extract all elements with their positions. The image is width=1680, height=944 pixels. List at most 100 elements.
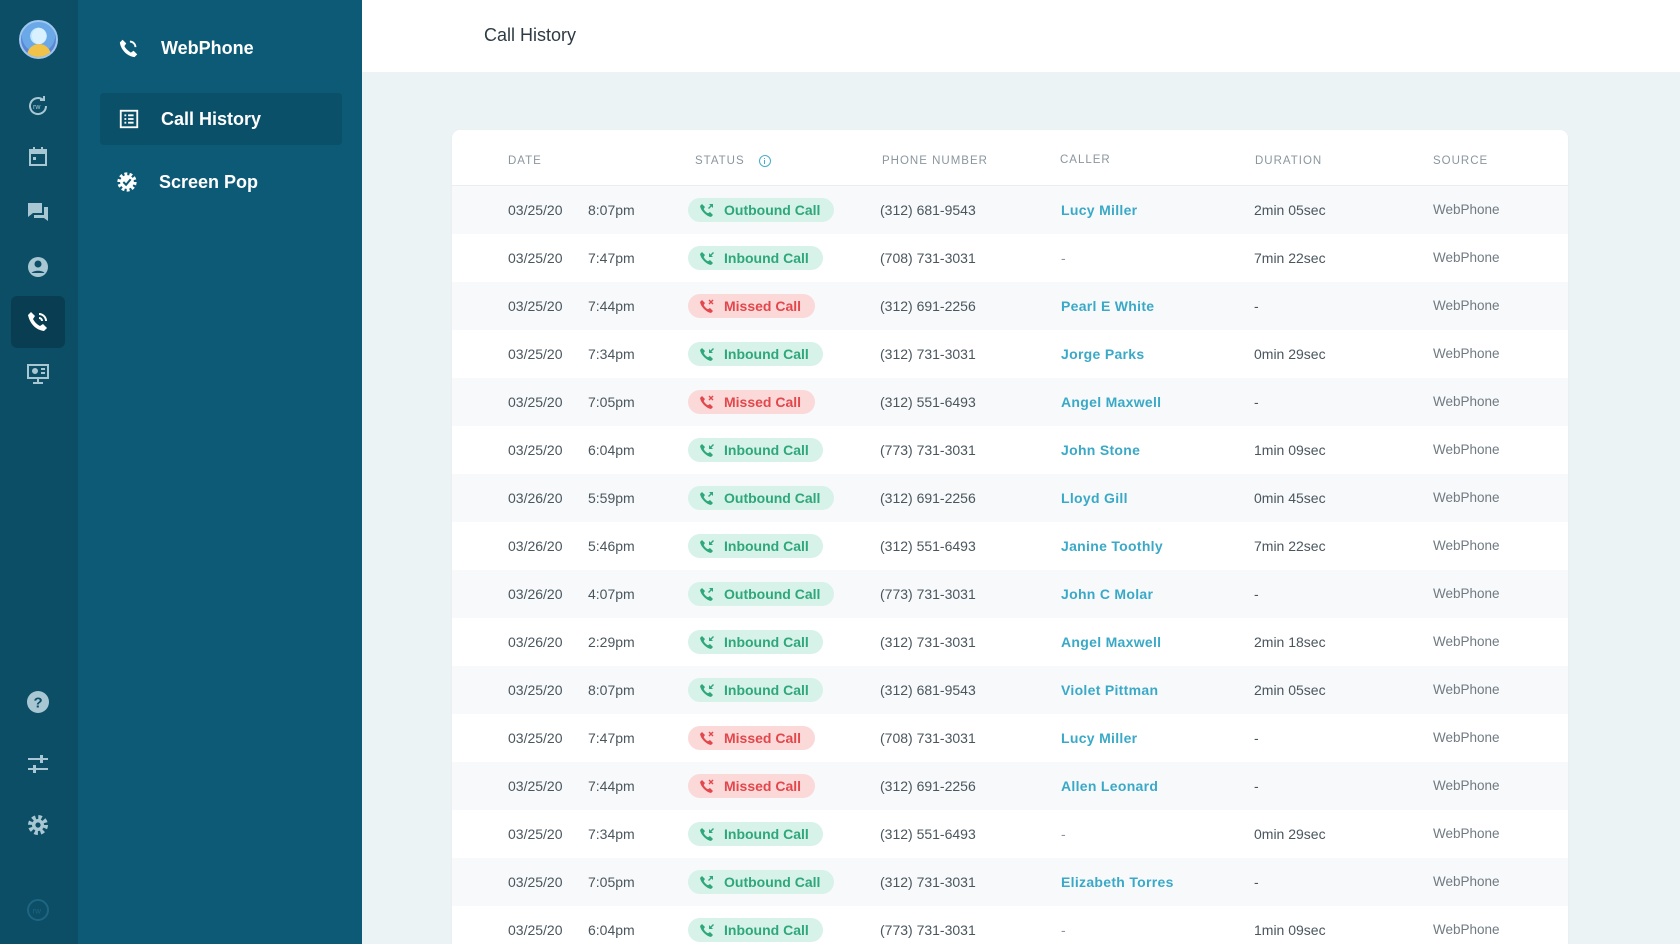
table-row[interactable]: 03/26/20 5:46pm Inbound Call (312) 551-6493… (452, 522, 1568, 570)
caller-link[interactable]: Jorge Parks (1061, 346, 1145, 362)
phone-number[interactable]: (312) 691-2256 (880, 298, 976, 314)
phone-number[interactable]: (312) 731-3031 (880, 346, 976, 362)
phone-number[interactable]: (312) 681-9543 (880, 202, 976, 218)
column-header-source[interactable]: SOURCE (1433, 155, 1489, 167)
table-row[interactable]: 03/25/20 7:05pm Missed Call (312) 551-6493 A… (452, 378, 1568, 426)
call-duration: 7min 22sec (1254, 538, 1326, 554)
svg-text:rw: rw (33, 104, 41, 111)
caller-link[interactable]: Elizabeth Torres (1061, 874, 1174, 890)
status-badge: Inbound Call (688, 342, 823, 366)
inbound-call-icon (700, 443, 724, 457)
caller-link[interactable]: Allen Leonard (1061, 778, 1159, 794)
refresh-rw-icon[interactable]: rw (11, 80, 65, 132)
chat-icon[interactable] (11, 186, 65, 238)
table-row[interactable]: 03/25/20 8:07pm Inbound Call (312) 681-9543… (452, 666, 1568, 714)
call-source: WebPhone (1433, 394, 1500, 409)
table-row[interactable]: 03/25/20 7:47pm Missed Call (708) 731-3031 L… (452, 714, 1568, 762)
info-icon[interactable] (758, 155, 771, 167)
phone-number[interactable]: (312) 691-2256 (880, 778, 976, 794)
call-duration: - (1254, 730, 1259, 746)
table-row[interactable]: 03/25/20 6:04pm Inbound Call (773) 731-3031… (452, 426, 1568, 474)
call-time: 7:34pm (588, 346, 635, 362)
call-duration: 7min 22sec (1254, 250, 1326, 266)
subnav-item-webphone[interactable]: WebPhone (100, 22, 342, 74)
subnav-item-call-history[interactable]: Call History (100, 93, 342, 145)
list-icon (117, 107, 141, 131)
table-row[interactable]: 03/26/20 2:29pm Inbound Call (312) 731-3031… (452, 618, 1568, 666)
status-badge: Outbound Call (688, 198, 835, 222)
phone-number[interactable]: (312) 551-6493 (880, 826, 976, 842)
phone-number[interactable]: (312) 681-9543 (880, 682, 976, 698)
column-header-phone[interactable]: PHONE NUMBER (882, 155, 988, 167)
call-time: 5:46pm (588, 538, 635, 554)
phone-number[interactable]: (312) 731-3031 (880, 634, 976, 650)
phone-number[interactable]: (708) 731-3031 (880, 250, 976, 266)
table-row[interactable]: 03/25/20 7:34pm Inbound Call (312) 731-3031… (452, 330, 1568, 378)
column-header-date[interactable]: DATE (508, 155, 542, 167)
table-row[interactable]: 03/26/20 4:07pm Outbound Call (773) 731-303… (452, 570, 1568, 618)
column-header-duration[interactable]: DURATION (1255, 155, 1323, 167)
call-time: 7:34pm (588, 826, 635, 842)
sliders-icon[interactable] (11, 738, 65, 790)
user-icon[interactable] (11, 241, 65, 293)
call-date: 03/25/20 (508, 298, 563, 314)
caller-link[interactable]: Lloyd Gill (1061, 490, 1128, 506)
table-row[interactable]: 03/25/20 7:05pm Outbound Call (312) 731-303… (452, 858, 1568, 906)
call-time: 7:44pm (588, 298, 635, 314)
phone-number[interactable]: (312) 731-3031 (880, 874, 976, 890)
avatar[interactable] (19, 20, 58, 59)
phone-number[interactable]: (773) 731-3031 (880, 442, 976, 458)
inbound-call-icon (700, 683, 724, 697)
status-label: Inbound Call (724, 922, 809, 938)
caller-link[interactable]: - (1061, 922, 1066, 938)
table-row[interactable]: 03/25/20 7:44pm Missed Call (312) 691-2256 A… (452, 762, 1568, 810)
phone-number[interactable]: (312) 551-6493 (880, 538, 976, 554)
status-label: Inbound Call (724, 682, 809, 698)
call-date: 03/25/20 (508, 778, 563, 794)
column-header-status[interactable]: STATUS (695, 155, 771, 167)
table-row[interactable]: 03/25/20 6:04pm Inbound Call (773) 731-3031… (452, 906, 1568, 944)
phone-number[interactable]: (773) 731-3031 (880, 922, 976, 938)
subnav: WebPhone Call History Screen Pop (78, 0, 362, 944)
phone-number[interactable]: (773) 731-3031 (880, 586, 976, 602)
caller-link[interactable]: - (1061, 250, 1066, 266)
status-label: Inbound Call (724, 634, 809, 650)
caller-link[interactable]: John C Molar (1061, 586, 1154, 602)
phone-number[interactable]: (312) 551-6493 (880, 394, 976, 410)
webphone-icon (117, 36, 141, 60)
status-badge: Inbound Call (688, 822, 823, 846)
table-row[interactable]: 03/26/20 5:59pm Outbound Call (312) 691-225… (452, 474, 1568, 522)
subnav-item-screen-pop[interactable]: Screen Pop (100, 156, 342, 208)
caller-link[interactable]: Pearl E White (1061, 298, 1155, 314)
column-header-caller[interactable]: CALLER (1060, 154, 1111, 166)
phone-number[interactable]: (708) 731-3031 (880, 730, 976, 746)
caller-link[interactable]: John Stone (1061, 442, 1141, 458)
caller-link[interactable]: Angel Maxwell (1061, 394, 1162, 410)
column-header-label: STATUS (695, 155, 745, 167)
table-row[interactable]: 03/25/20 8:07pm Outbound Call (312) 681-954… (452, 186, 1568, 234)
table-row[interactable]: 03/25/20 7:34pm Inbound Call (312) 551-6493… (452, 810, 1568, 858)
help-icon[interactable]: ? (11, 676, 65, 728)
caller-link[interactable]: Angel Maxwell (1061, 634, 1162, 650)
table-row[interactable]: 03/25/20 7:44pm Missed Call (312) 691-2256 P… (452, 282, 1568, 330)
phone-icon[interactable] (11, 296, 65, 348)
missed-call-icon (700, 299, 724, 313)
caller-link[interactable]: - (1061, 826, 1066, 842)
calendar-icon[interactable] (11, 131, 65, 183)
table-row[interactable]: 03/25/20 7:47pm Inbound Call (708) 731-3031… (452, 234, 1568, 282)
call-duration: - (1254, 874, 1259, 890)
call-duration: 1min 09sec (1254, 442, 1326, 458)
call-time: 2:29pm (588, 634, 635, 650)
status-badge: Inbound Call (688, 534, 823, 558)
caller-link[interactable]: Lucy Miller (1061, 730, 1138, 746)
status-badge: Inbound Call (688, 678, 823, 702)
gear-icon[interactable] (11, 799, 65, 851)
status-label: Outbound Call (724, 586, 821, 602)
phone-number[interactable]: (312) 691-2256 (880, 490, 976, 506)
caller-link[interactable]: Lucy Miller (1061, 202, 1138, 218)
caller-link[interactable]: Violet Pittman (1061, 682, 1159, 698)
screen-pop-icon[interactable] (11, 348, 65, 400)
caller-link[interactable]: Janine Toothly (1061, 538, 1163, 554)
outbound-call-icon (700, 203, 724, 217)
call-time: 7:05pm (588, 874, 635, 890)
